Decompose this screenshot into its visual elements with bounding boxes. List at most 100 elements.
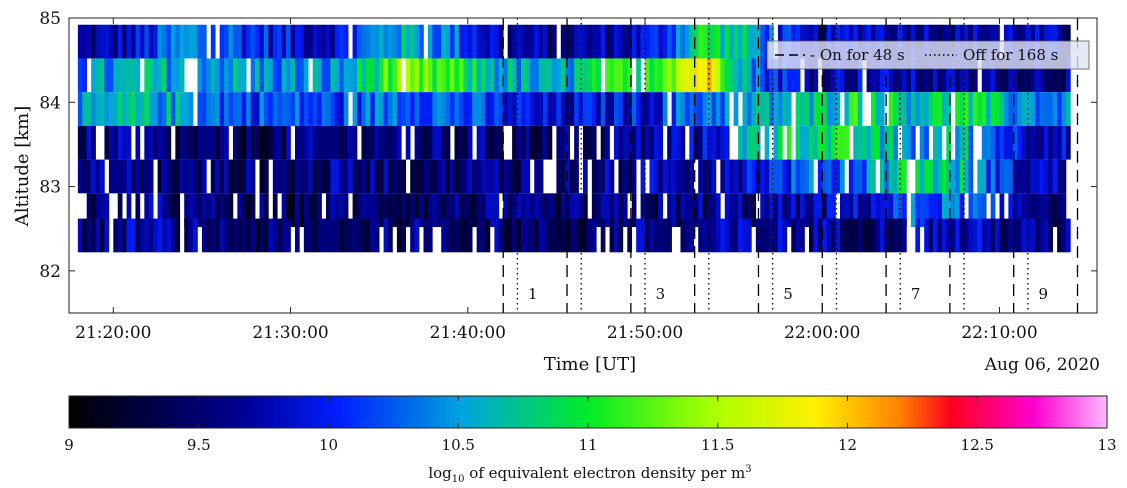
heatmap-cell	[166, 159, 172, 194]
heatmap-cell	[1003, 58, 1009, 93]
heatmap-cell	[684, 24, 690, 59]
heatmap-cell	[565, 92, 571, 126]
heatmap-cell	[388, 218, 393, 253]
heatmap-cell	[144, 58, 150, 93]
heatmap-cell	[1039, 125, 1045, 160]
heatmap-cell	[724, 218, 730, 253]
heatmap-cell	[875, 125, 881, 160]
heatmap-cell	[902, 125, 907, 160]
heatmap-cell	[467, 92, 473, 126]
heatmap-cell	[432, 125, 438, 160]
heatmap-cell	[410, 159, 415, 194]
heatmap-cell	[392, 58, 398, 93]
heatmap-cell	[162, 218, 167, 253]
heatmap-cell	[1034, 218, 1040, 253]
heatmap-cell	[808, 92, 814, 126]
heatmap-cell	[636, 92, 641, 126]
heatmap-cell	[104, 92, 110, 126]
heatmap-cell	[379, 24, 384, 59]
heatmap-cell	[831, 58, 836, 93]
heatmap-cell	[879, 125, 885, 160]
heatmap-cell	[605, 92, 610, 126]
heatmap-cell	[684, 159, 690, 194]
heatmap-cell	[831, 92, 836, 126]
heatmap-cell	[334, 125, 340, 160]
heatmap-cell	[175, 193, 181, 228]
heatmap-cell	[1008, 58, 1014, 93]
heatmap-cell	[578, 58, 584, 93]
heatmap-cell	[857, 193, 863, 228]
heatmap-cell	[308, 125, 314, 160]
heatmap-cell	[751, 159, 757, 194]
heatmap-cell	[396, 58, 402, 93]
heatmap-cell	[879, 58, 885, 93]
heatmap-cell	[614, 193, 619, 228]
heatmap-cell	[277, 92, 282, 126]
heatmap-cell	[746, 58, 752, 93]
heatmap-cell	[649, 92, 655, 126]
heatmap-cell	[197, 193, 203, 228]
heatmap-cell	[427, 218, 433, 253]
heatmap-cell	[498, 92, 504, 126]
heatmap-cell	[720, 92, 726, 126]
heatmap-cell	[290, 24, 296, 59]
heatmap-cell	[348, 58, 353, 93]
heatmap-cell	[100, 92, 105, 126]
heatmap-cell	[583, 193, 588, 228]
heatmap-cell	[343, 218, 349, 253]
heatmap-cell	[981, 125, 987, 160]
heatmap-cell	[791, 218, 796, 253]
heatmap-cell	[113, 92, 119, 126]
heatmap-cell	[126, 159, 132, 194]
heatmap-cell	[246, 193, 251, 228]
heatmap-cell	[551, 218, 557, 253]
heatmap-cell	[330, 159, 336, 194]
heatmap-cell	[658, 159, 664, 194]
heatmap-cell	[516, 193, 522, 228]
heatmap-cell	[117, 92, 123, 126]
heatmap-cell	[272, 24, 278, 59]
heatmap-cell	[250, 159, 256, 194]
heatmap-cell	[1026, 125, 1031, 160]
heatmap-cell	[383, 125, 389, 160]
heatmap-cell	[959, 159, 965, 194]
heatmap-cell	[312, 125, 318, 160]
heatmap-cell	[228, 24, 234, 59]
heatmap-cell	[959, 193, 965, 228]
heatmap-cell	[658, 58, 664, 93]
heatmap-cell	[281, 92, 287, 126]
heatmap-cell	[383, 218, 389, 253]
heatmap-cell	[520, 58, 526, 93]
heatmap-cell	[990, 92, 996, 126]
heatmap-cell	[893, 125, 898, 160]
heatmap-cell	[392, 92, 398, 126]
heatmap-cell	[122, 159, 127, 194]
plot-frame	[68, 17, 1098, 314]
heatmap-cell	[928, 193, 934, 228]
heatmap-cell	[512, 92, 517, 126]
heatmap-cell	[330, 24, 336, 59]
heatmap-cell	[1017, 218, 1022, 253]
heatmap-cell	[676, 24, 681, 59]
heatmap-cell	[529, 218, 535, 253]
heatmap-cell	[995, 159, 1000, 194]
heatmap-cell	[676, 159, 681, 194]
heatmap-cell	[955, 193, 960, 228]
heatmap-cell	[1061, 92, 1067, 126]
heatmap-cell	[86, 159, 92, 194]
heatmap-cell	[286, 125, 291, 160]
heatmap-cell	[680, 125, 686, 160]
legend-box	[766, 40, 1090, 70]
heatmap-cell	[937, 92, 943, 126]
heatmap-cell	[166, 24, 172, 59]
heatmap-cell	[166, 218, 172, 253]
heatmap-cell	[401, 92, 407, 126]
heatmap-cell	[933, 58, 938, 93]
heatmap-cell	[777, 92, 783, 126]
heatmap-cell	[875, 218, 881, 253]
x-axis-title: Time [UT]	[544, 354, 636, 375]
colorbar-tick-label: 9.5	[187, 436, 211, 454]
heatmap-cell	[401, 193, 407, 228]
heatmap-cell	[738, 125, 743, 160]
heatmap-cell	[569, 218, 575, 253]
